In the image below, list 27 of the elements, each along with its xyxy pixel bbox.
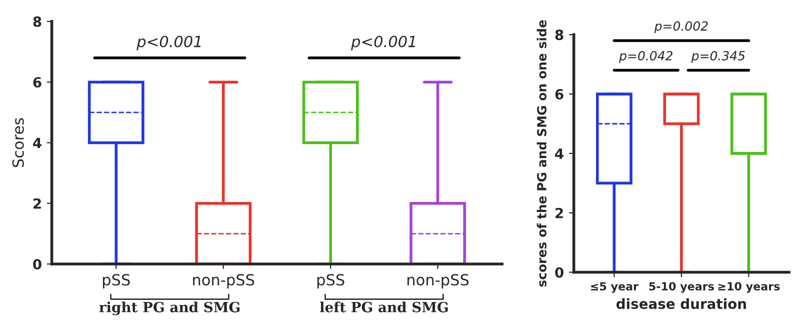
x-tick-label: non-pSS: [408, 274, 469, 289]
x-tick-label: pSS: [102, 274, 130, 289]
text: left PG and SMG: [320, 302, 448, 312]
x-tick-label: ≤5 year: [591, 282, 638, 293]
y-tick-label: 2: [34, 198, 41, 209]
y-tick-label: 6: [555, 89, 564, 100]
x-tick-label: non-pSS: [193, 274, 254, 289]
y-tick-label: 8: [33, 16, 42, 27]
annotation: p<0.001: [351, 36, 415, 50]
y-axis-title: scores of the PG and SMG on one side: [536, 20, 546, 287]
y-tick-label: 2: [556, 208, 563, 218]
x-axis-title: disease duration: [616, 298, 746, 310]
y-tick-label: 6: [33, 77, 42, 88]
x-tick-label: 5-10 years: [649, 282, 714, 293]
y-tick-label: 0: [555, 267, 564, 278]
annotation: p=0.042: [618, 50, 672, 63]
x-tick-label: pSS: [317, 274, 344, 289]
annotation: p<0.001: [136, 36, 201, 50]
text: right PG and SMG: [99, 302, 240, 316]
y-tick-label: 0: [33, 258, 42, 270]
x-tick-label: ≥10 years: [718, 282, 780, 293]
y-axis-title: Scores: [12, 118, 24, 168]
y-tick-label: 4: [33, 138, 42, 148]
text: p=0.002: [654, 21, 708, 34]
y-tick-label: 8: [555, 30, 564, 40]
y-tick-label: 4: [555, 148, 564, 159]
annotation: p=0.345: [691, 50, 745, 63]
